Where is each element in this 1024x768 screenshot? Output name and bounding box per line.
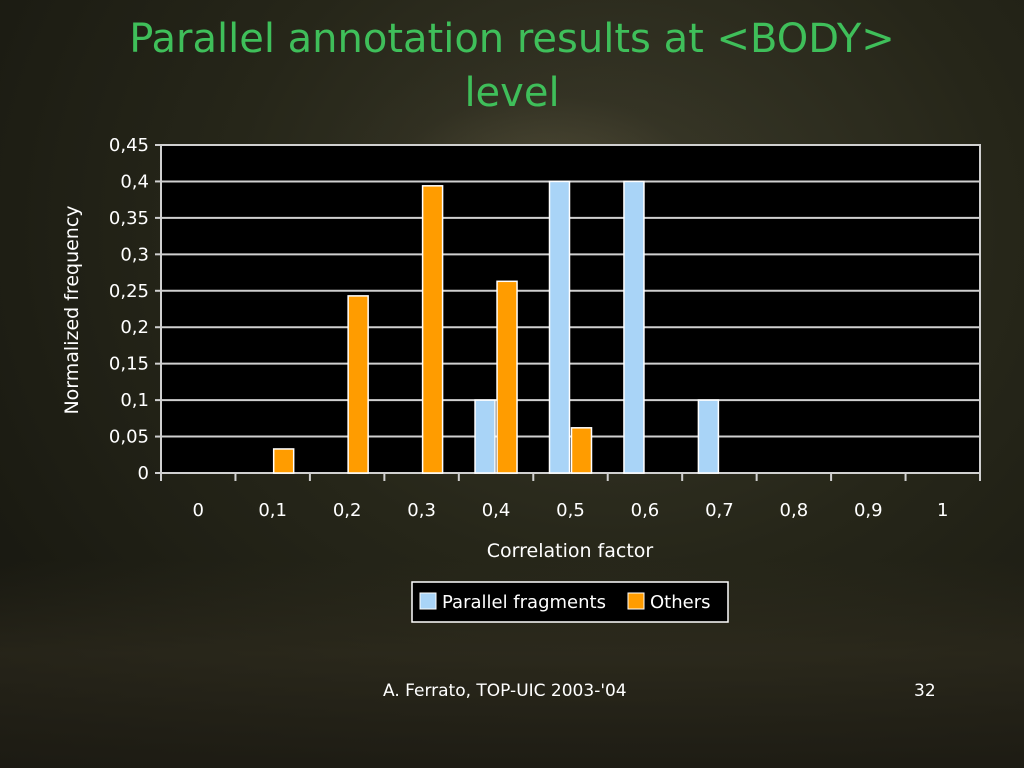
x-tick-label: 0,2 xyxy=(333,500,362,521)
y-tick-label: 0,25 xyxy=(109,281,149,302)
bar-parallel-fragments xyxy=(697,399,720,474)
y-tick-label: 0,1 xyxy=(120,390,149,411)
slide-title-line-2: level xyxy=(464,70,560,116)
y-tick-label: 0,15 xyxy=(109,354,149,375)
bar-others xyxy=(347,295,369,474)
x-tick-label: 0,4 xyxy=(482,500,511,521)
slide-title: Parallel annotation results at <BODY> le… xyxy=(80,12,944,120)
legend-label-others: Others xyxy=(650,592,711,613)
x-tick-label: 0,6 xyxy=(631,500,660,521)
x-tick-label: 0,5 xyxy=(556,500,585,521)
bar-others xyxy=(272,448,295,474)
slide-title-line-1: Parallel annotation results at <BODY> xyxy=(129,16,895,62)
footer-text: A. Ferrato, TOP-UIC 2003-'04 xyxy=(383,681,627,701)
page-number: 32 xyxy=(914,681,936,701)
y-axis-label: Normalized frequency xyxy=(61,205,83,414)
bar-parallel-fragments xyxy=(548,180,571,474)
bar-others xyxy=(570,427,593,474)
x-tick-label: 0,1 xyxy=(258,500,287,521)
legend-swatch-others xyxy=(627,592,645,610)
x-axis-label: Correlation factor xyxy=(487,540,654,562)
bar-others xyxy=(496,280,518,474)
legend xyxy=(411,581,729,623)
y-tick-label: 0 xyxy=(138,463,149,484)
y-tick-label: 0,2 xyxy=(120,317,149,338)
y-tick-label: 0,45 xyxy=(109,135,149,156)
x-tick-label: 0,7 xyxy=(705,500,734,521)
x-tick-label: 0 xyxy=(193,500,204,521)
bar-parallel-fragments xyxy=(623,180,645,474)
legend-swatch-parallel-fragments xyxy=(419,592,437,610)
x-tick-label: 0,8 xyxy=(780,500,809,521)
plot-area xyxy=(160,144,981,474)
bar-others xyxy=(421,185,444,474)
bar-parallel-fragments xyxy=(474,399,496,474)
y-tick-label: 0,35 xyxy=(109,208,149,229)
x-tick-label: 0,9 xyxy=(854,500,883,521)
legend-label-parallel-fragments: Parallel fragments xyxy=(442,592,606,613)
y-tick-label: 0,3 xyxy=(120,244,149,265)
x-tick-label: 1 xyxy=(937,500,948,521)
y-tick-label: 0,4 xyxy=(120,171,149,192)
x-tick-label: 0,3 xyxy=(407,500,436,521)
y-tick-label: 0,05 xyxy=(109,427,149,448)
